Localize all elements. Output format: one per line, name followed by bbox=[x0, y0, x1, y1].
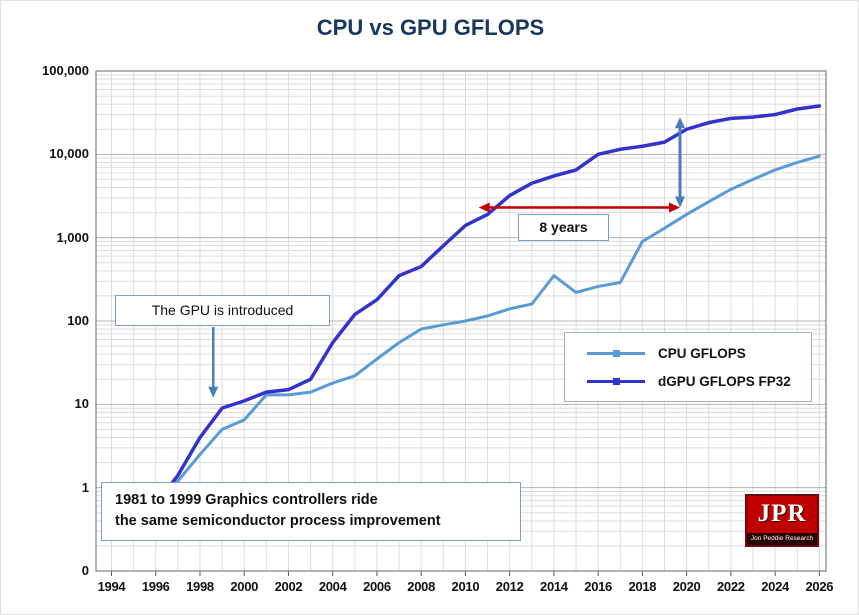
x-tick-label: 2018 bbox=[628, 579, 657, 594]
series-line-gpu bbox=[169, 104, 822, 486]
y-tick-label: 1,000 bbox=[56, 229, 89, 245]
jpr-logo-subtext: Jon Peddie Research bbox=[747, 533, 817, 545]
x-tick-label: 2012 bbox=[495, 579, 524, 594]
arrow-head bbox=[675, 117, 685, 129]
arrow-head bbox=[478, 202, 490, 213]
legend-item-cpu: CPU GFLOPS bbox=[587, 346, 811, 361]
plot-border bbox=[95, 70, 827, 572]
legend: CPU GFLOPS dGPU GFLOPS FP32 bbox=[564, 332, 812, 402]
x-tick-label: 2016 bbox=[584, 579, 612, 594]
x-tick-label: 2002 bbox=[274, 579, 303, 594]
x-tick-label: 2006 bbox=[363, 579, 391, 594]
y-tick-label: 1 bbox=[81, 479, 89, 495]
x-tick-label: 2004 bbox=[318, 579, 347, 594]
x-tick-label: 1996 bbox=[141, 579, 170, 594]
arrow-head bbox=[208, 386, 219, 398]
arrow-head bbox=[669, 202, 680, 213]
y-tick-label: 100 bbox=[67, 313, 89, 328]
x-tick-label: 2010 bbox=[451, 579, 480, 594]
annotation-process-note: 1981 to 1999 Graphics controllers ride t… bbox=[101, 482, 521, 541]
arrow-head bbox=[675, 196, 685, 208]
annotation-process-note-line1: 1981 to 1999 Graphics controllers ride bbox=[115, 492, 378, 508]
jpr-logo-text: JPR bbox=[757, 500, 807, 527]
x-tick-label: 1994 bbox=[97, 579, 126, 594]
x-tick-label: 1998 bbox=[186, 579, 214, 594]
annotation-process-note-line2: the same semiconductor process improveme… bbox=[115, 513, 441, 529]
annotation-eight-years-text: 8 years bbox=[539, 219, 588, 235]
y-tick-label: 0 bbox=[81, 563, 89, 578]
x-tick-label: 2024 bbox=[761, 579, 789, 594]
jpr-logo: JPR Jon Peddie Research bbox=[745, 494, 819, 547]
legend-swatch-cpu bbox=[587, 348, 645, 359]
legend-label-gpu: dGPU GFLOPS FP32 bbox=[658, 373, 791, 389]
x-tick-label: 2026 bbox=[805, 579, 834, 594]
x-tick-label: 2008 bbox=[407, 579, 436, 594]
legend-label-cpu: CPU GFLOPS bbox=[658, 345, 746, 361]
y-tick-label: 10,000 bbox=[49, 146, 89, 162]
x-tick-label: 2000 bbox=[230, 579, 259, 594]
annotation-gpu-introduced: The GPU is introduced bbox=[115, 295, 330, 326]
y-tick-label: 10 bbox=[74, 396, 89, 412]
x-tick-label: 2014 bbox=[540, 579, 568, 594]
x-tick-label: 2022 bbox=[717, 579, 745, 594]
chart-title: CPU vs GPU GFLOPS bbox=[316, 15, 545, 40]
legend-swatch-gpu bbox=[587, 376, 645, 387]
legend-item-gpu: dGPU GFLOPS FP32 bbox=[587, 374, 811, 389]
series-line-cpu bbox=[169, 154, 821, 490]
annotation-eight-years: 8 years bbox=[518, 214, 609, 241]
y-tick-label: 100,000 bbox=[42, 63, 89, 78]
annotation-gpu-introduced-text: The GPU is introduced bbox=[151, 302, 294, 318]
x-tick-label: 2020 bbox=[672, 579, 701, 594]
